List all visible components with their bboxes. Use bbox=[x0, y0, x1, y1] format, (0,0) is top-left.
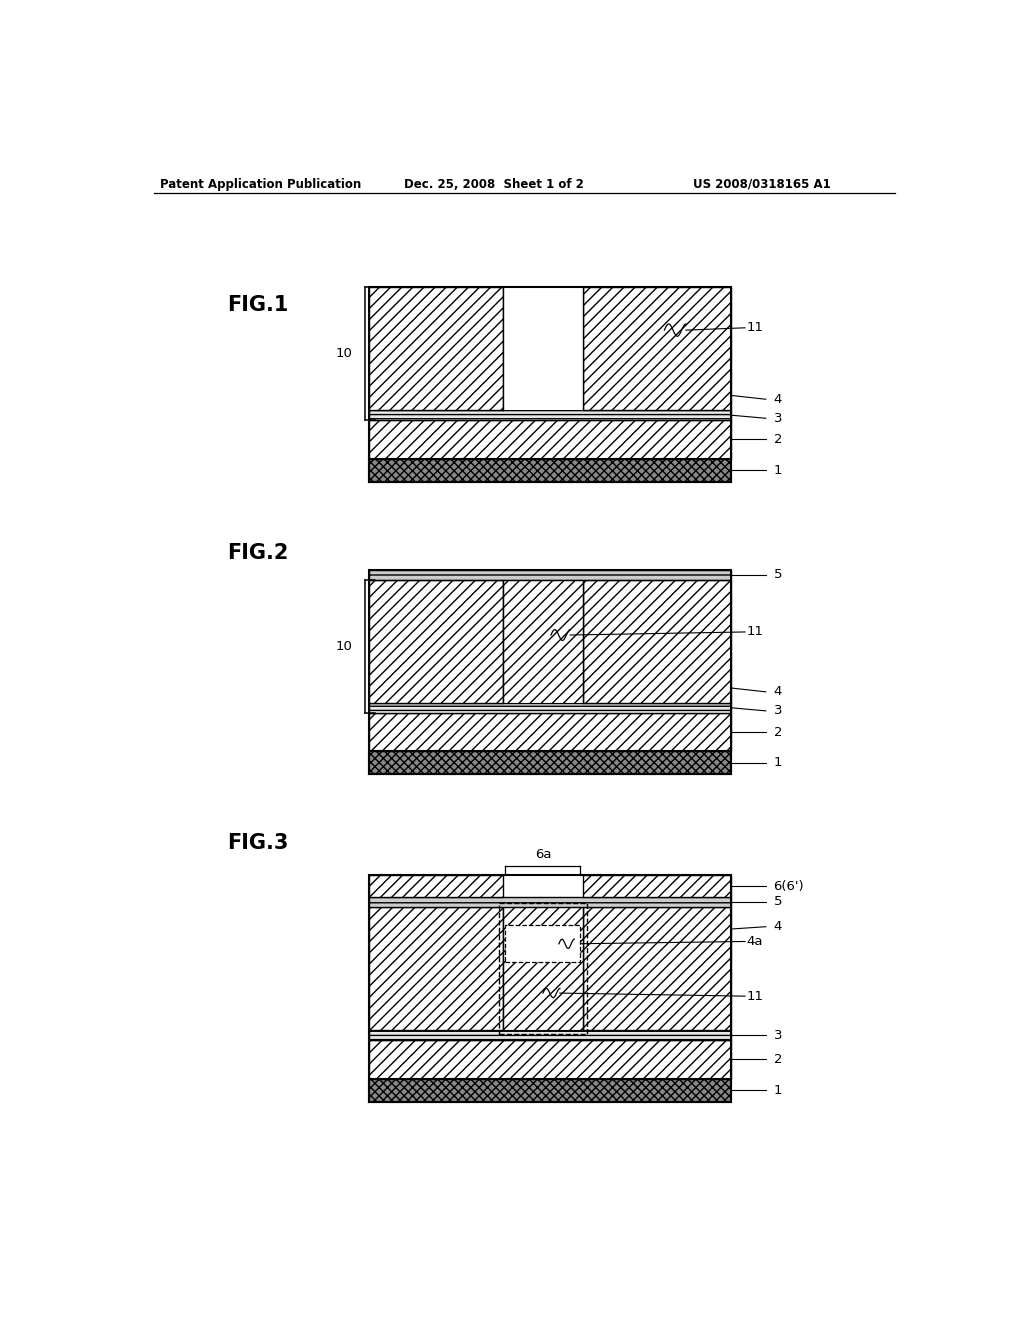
Bar bbox=[503, 579, 583, 702]
Bar bbox=[370, 570, 731, 775]
Bar bbox=[370, 420, 731, 459]
Text: 5: 5 bbox=[773, 568, 782, 581]
Bar bbox=[370, 286, 731, 482]
Text: FIG.3: FIG.3 bbox=[226, 833, 288, 853]
Bar bbox=[370, 702, 731, 713]
Text: 2: 2 bbox=[773, 726, 782, 739]
Bar bbox=[370, 459, 731, 482]
Bar bbox=[370, 751, 731, 775]
Bar bbox=[370, 1030, 731, 1040]
Text: 2: 2 bbox=[773, 433, 782, 446]
Text: 4: 4 bbox=[773, 685, 782, 698]
Bar bbox=[370, 459, 731, 482]
Bar bbox=[370, 570, 731, 579]
Text: 10: 10 bbox=[336, 347, 352, 360]
Bar bbox=[583, 286, 731, 411]
Text: 2: 2 bbox=[773, 1053, 782, 1065]
Text: 4a: 4a bbox=[746, 935, 763, 948]
Bar bbox=[370, 713, 731, 751]
Text: 10: 10 bbox=[336, 640, 352, 652]
Bar bbox=[370, 1078, 731, 1102]
Bar bbox=[370, 459, 731, 482]
Text: 3: 3 bbox=[773, 705, 782, 717]
Text: FIG.1: FIG.1 bbox=[226, 294, 288, 314]
Text: 1: 1 bbox=[773, 463, 782, 477]
Bar bbox=[370, 875, 731, 1102]
Bar bbox=[370, 1040, 731, 1078]
Bar bbox=[370, 751, 731, 775]
Text: Patent Application Publication: Patent Application Publication bbox=[160, 178, 361, 190]
Bar bbox=[500, 903, 587, 1034]
Text: 1: 1 bbox=[773, 1084, 782, 1097]
Bar bbox=[503, 286, 583, 411]
Text: 11: 11 bbox=[746, 990, 764, 1003]
Text: FIG.2: FIG.2 bbox=[226, 543, 288, 562]
Bar bbox=[370, 286, 503, 411]
Bar bbox=[503, 907, 583, 1030]
Bar bbox=[370, 896, 731, 907]
Text: 1: 1 bbox=[773, 756, 782, 770]
Bar bbox=[370, 875, 503, 896]
Text: 5: 5 bbox=[773, 895, 782, 908]
Bar bbox=[506, 925, 581, 962]
Text: 11: 11 bbox=[746, 321, 764, 334]
Bar bbox=[370, 907, 503, 1030]
Bar bbox=[370, 1078, 731, 1102]
Text: 6a: 6a bbox=[535, 847, 551, 861]
Bar bbox=[370, 579, 503, 702]
Text: Dec. 25, 2008  Sheet 1 of 2: Dec. 25, 2008 Sheet 1 of 2 bbox=[403, 178, 584, 190]
Bar bbox=[583, 875, 731, 896]
Text: 4: 4 bbox=[773, 393, 782, 405]
Text: 3: 3 bbox=[773, 1028, 782, 1041]
Text: 4: 4 bbox=[773, 920, 782, 933]
Text: 6(6'): 6(6') bbox=[773, 879, 804, 892]
Text: 11: 11 bbox=[746, 626, 764, 639]
Text: 3: 3 bbox=[773, 412, 782, 425]
Text: US 2008/0318165 A1: US 2008/0318165 A1 bbox=[692, 178, 830, 190]
Bar bbox=[370, 411, 731, 420]
Bar bbox=[583, 907, 731, 1030]
Bar bbox=[583, 579, 731, 702]
